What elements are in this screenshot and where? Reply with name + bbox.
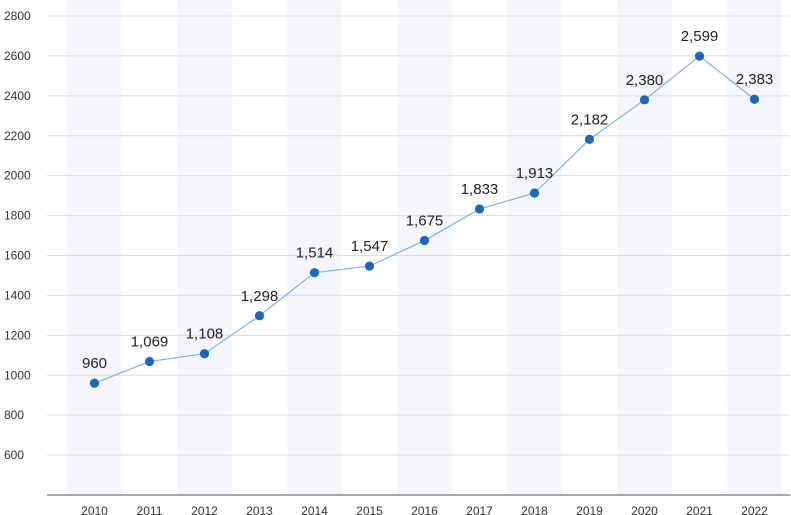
data-point-2020: [639, 95, 650, 105]
data-point-2012: [199, 349, 210, 359]
data-label-2011: 1,069: [131, 333, 169, 350]
band-2016: [397, 0, 452, 495]
data-label-2019: 2,182: [571, 111, 609, 128]
band-2018: [507, 0, 562, 495]
data-point-2010: [89, 378, 100, 388]
x-tick-2013: 2013: [246, 504, 273, 515]
data-points: [89, 51, 760, 388]
y-axis-tick-labels: 600 800 1000 1200 1400 1600 1800 2000 2200 2400 26…: [4, 9, 31, 462]
x-tick-2016: 2016: [411, 504, 438, 515]
data-point-2015: [364, 261, 375, 271]
band-2022: [727, 0, 782, 495]
gridlines: [47, 15, 790, 456]
x-tick-2021: 2021: [686, 504, 713, 515]
data-label-2012: 1,108: [186, 326, 224, 343]
x-tick-2020: 2020: [631, 504, 658, 515]
y-tick-1000: 1000: [4, 368, 31, 382]
y-tick-2800: 2800: [4, 9, 31, 23]
x-tick-2017: 2017: [466, 504, 493, 515]
data-label-2016: 1,675: [406, 213, 444, 230]
x-tick-2014: 2014: [301, 504, 328, 515]
y-tick-800: 800: [4, 408, 24, 422]
data-point-2013: [254, 311, 265, 321]
data-label-2017: 1,833: [461, 181, 499, 198]
data-point-2011: [144, 356, 155, 367]
y-tick-2000: 2000: [4, 169, 31, 183]
data-label-2014: 1,514: [296, 245, 334, 262]
band-2020: [617, 0, 672, 495]
data-label-2020: 2,380: [626, 72, 664, 89]
alternating-bands: [67, 0, 782, 495]
y-tick-2200: 2200: [4, 129, 31, 143]
data-point-2018: [529, 188, 540, 198]
x-tick-2019: 2019: [576, 504, 603, 515]
y-tick-600: 600: [4, 448, 24, 462]
y-tick-1800: 1800: [4, 209, 31, 223]
data-point-2017: [474, 204, 485, 214]
data-label-2021: 2,599: [681, 28, 719, 45]
x-tick-2011: 2011: [137, 504, 163, 515]
band-2010: [67, 0, 122, 495]
band-2012: [177, 0, 232, 495]
data-label-2022: 2,383: [736, 71, 774, 88]
x-tick-2012: 2012: [191, 504, 218, 515]
x-tick-2022: 2022: [741, 504, 768, 515]
y-tick-1400: 1400: [4, 288, 31, 302]
y-tick-2400: 2400: [4, 89, 31, 103]
data-point-2021: [694, 51, 705, 61]
band-2014: [287, 0, 342, 495]
data-point-2014: [309, 268, 320, 278]
x-tick-2010: 2010: [81, 504, 108, 515]
data-point-2016: [419, 235, 430, 246]
y-tick-1200: 1200: [4, 328, 31, 342]
x-tick-2018: 2018: [521, 504, 548, 515]
y-tick-2600: 2600: [4, 49, 31, 63]
data-point-2019: [584, 134, 595, 144]
data-label-2018: 1,913: [516, 165, 554, 182]
data-label-2013: 1,298: [241, 288, 279, 305]
x-tick-2015: 2015: [356, 504, 383, 515]
data-label-2010: 960: [82, 355, 107, 372]
data-point-2022: [749, 94, 760, 104]
x-axis-tick-labels: 2010 2011 2012 2013 2014 2015 2016 2017 2018 2019…: [81, 504, 768, 515]
y-tick-1600: 1600: [4, 249, 31, 263]
data-labels: 960 1,069 1,108 1,298 1,514 1,547 1,675 1,833 1,…: [82, 28, 773, 372]
data-label-2015: 1,547: [351, 238, 389, 255]
